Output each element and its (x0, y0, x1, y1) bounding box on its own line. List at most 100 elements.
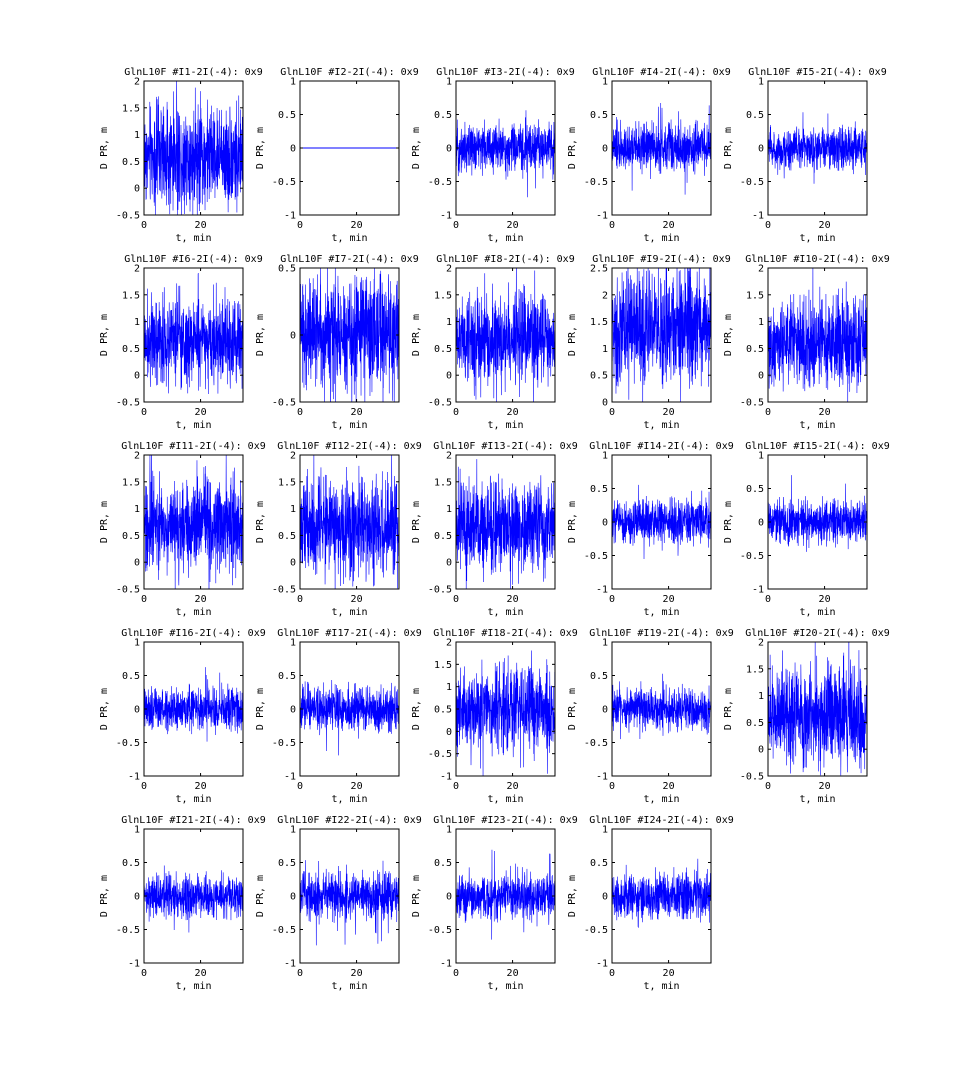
x-axis-label: t, min (331, 607, 367, 618)
y-tick-label: 1 (758, 77, 764, 88)
y-tick-label: 1 (290, 77, 296, 88)
x-tick-label: 0 (141, 594, 147, 605)
x-axis-label: t, min (175, 233, 211, 244)
y-tick-label: 0.5 (590, 484, 608, 495)
y-tick-label: -1 (128, 959, 140, 970)
axes-frame (767, 641, 868, 777)
x-tick-label: 0 (609, 220, 615, 231)
x-tick-label: 20 (819, 781, 831, 792)
x-tick-label: 20 (663, 594, 675, 605)
y-tick-label: 1.5 (746, 290, 764, 301)
x-axis-label: t, min (487, 420, 523, 431)
axes-frame (143, 454, 244, 590)
x-axis-label: t, min (799, 607, 835, 618)
y-tick-label: 0.5 (434, 110, 452, 121)
x-axis-label: t, min (331, 233, 367, 244)
y-tick-label: 0 (758, 745, 764, 756)
x-tick-label: 20 (507, 781, 519, 792)
x-tick-label: 20 (351, 968, 363, 979)
series-line (300, 268, 399, 402)
x-axis-label: t, min (175, 794, 211, 805)
y-tick-label: -0.5 (116, 925, 140, 936)
y-tick-label: 0 (134, 558, 140, 569)
series-line (300, 860, 399, 946)
x-tick-label: 0 (297, 781, 303, 792)
x-axis-label: t, min (487, 794, 523, 805)
y-axis-label: D PR, m (99, 875, 110, 917)
y-tick-label: 0 (134, 705, 140, 716)
y-tick-label: 1 (602, 825, 608, 836)
x-axis-label: t, min (487, 233, 523, 244)
x-tick-label: 20 (351, 781, 363, 792)
y-tick-label: -1 (752, 211, 764, 222)
y-tick-label: 0 (290, 558, 296, 569)
y-tick-label: 0.5 (590, 858, 608, 869)
y-axis-label: D PR, m (411, 875, 422, 917)
y-tick-label: 0.5 (122, 531, 140, 542)
y-tick-label: 0.5 (278, 531, 296, 542)
axes-frame (455, 454, 556, 590)
series-line (612, 484, 711, 560)
y-axis-label: D PR, m (567, 688, 578, 730)
y-tick-label: 1 (446, 504, 452, 515)
subplot-title: GlnL10F #I7-2I(-4): 0x9 (280, 254, 418, 265)
y-tick-label: 1 (134, 638, 140, 649)
axes-frame (143, 80, 244, 216)
x-tick-label: 0 (765, 594, 771, 605)
x-tick-label: 0 (141, 968, 147, 979)
x-tick-label: 20 (507, 407, 519, 418)
y-tick-label: -0.5 (272, 585, 296, 596)
y-tick-label: 1.5 (434, 660, 452, 671)
x-axis-label: t, min (175, 981, 211, 992)
y-tick-label: 0.5 (122, 157, 140, 168)
x-tick-label: 0 (453, 594, 459, 605)
axes-frame (455, 267, 556, 403)
y-tick-label: -0.5 (428, 749, 452, 760)
subplot-3: -1 -0.5 0 0.5 1 0 20 GlnL10F #I3-2I(-4): 0x9 t, … (411, 67, 575, 244)
y-tick-label: 1 (134, 317, 140, 328)
subplot-2: -1 -0.5 0 0.5 1 0 20 GlnL10F #I2-2I(-4): 0x9 t, … (255, 67, 419, 244)
x-axis-label: t, min (487, 981, 523, 992)
x-axis-label: t, min (643, 233, 679, 244)
x-tick-label: 0 (453, 968, 459, 979)
y-tick-label: 0 (758, 518, 764, 529)
y-tick-label: 2 (602, 290, 608, 301)
y-tick-label: 0 (134, 892, 140, 903)
subplot-title: GlnL10F #I2-2I(-4): 0x9 (280, 67, 418, 78)
subplot-15: -1 -0.5 0 0.5 1 0 20 GlnL10F #I15-2I(-4): 0x9 t,… (723, 441, 890, 618)
y-tick-label: 1 (446, 682, 452, 693)
y-tick-label: 0 (290, 144, 296, 155)
x-tick-label: 20 (195, 407, 207, 418)
x-axis-label: t, min (643, 607, 679, 618)
y-tick-label: -0.5 (428, 585, 452, 596)
y-tick-label: 1 (602, 77, 608, 88)
subplot-24: -1 -0.5 0 0.5 1 0 20 GlnL10F #I24-2I(-4): 0x9 t,… (567, 815, 734, 992)
y-tick-label: 0 (602, 144, 608, 155)
series-line (144, 455, 243, 589)
x-tick-label: 20 (351, 594, 363, 605)
y-axis-label: D PR, m (411, 688, 422, 730)
x-axis-label: t, min (799, 420, 835, 431)
y-tick-label: 0 (290, 331, 296, 342)
series-line (456, 459, 555, 589)
subplot-19: -1 -0.5 0 0.5 1 0 20 GlnL10F #I19-2I(-4): 0x9 t,… (567, 628, 734, 805)
series-line (144, 81, 243, 215)
y-axis-label: D PR, m (723, 314, 734, 356)
y-tick-label: -1 (284, 772, 296, 783)
y-tick-label: 0 (446, 558, 452, 569)
series-line (768, 642, 867, 776)
y-tick-label: -1 (284, 211, 296, 222)
y-tick-label: 1 (134, 130, 140, 141)
y-tick-label: -1 (440, 772, 452, 783)
y-tick-label: 0 (134, 371, 140, 382)
x-tick-label: 0 (141, 781, 147, 792)
y-tick-label: -0.5 (584, 738, 608, 749)
subplot-title: GlnL10F #I21-2I(-4): 0x9 (121, 815, 266, 826)
y-tick-label: 0.5 (590, 671, 608, 682)
series-line (612, 858, 711, 928)
x-tick-label: 20 (195, 220, 207, 231)
